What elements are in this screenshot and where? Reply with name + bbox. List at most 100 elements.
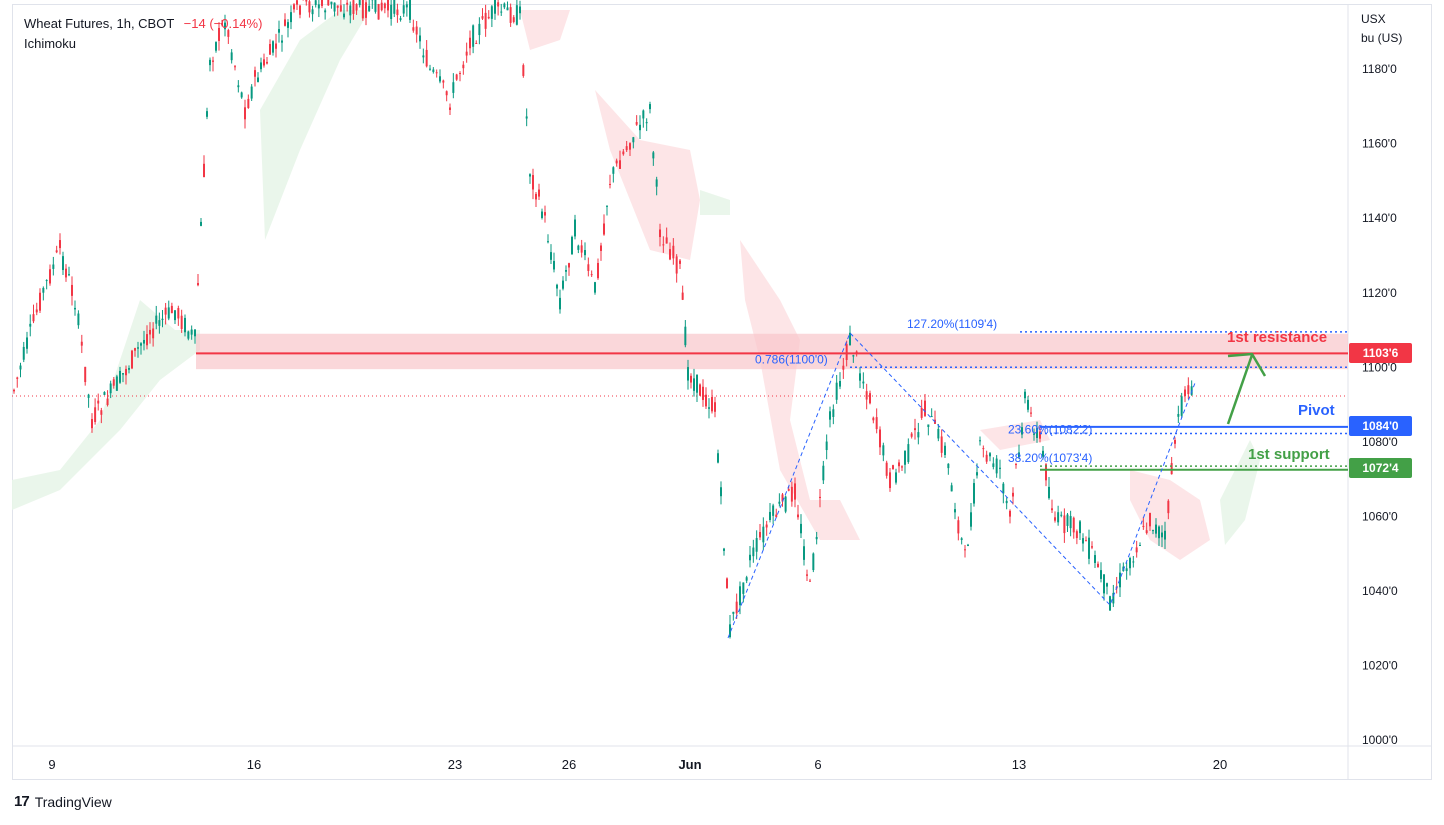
candle-body [995,458,998,474]
candle-body [399,18,402,20]
candle-body [1103,574,1105,594]
candle-body [500,11,503,13]
candle-body [1155,524,1157,534]
price-axis-unit[interactable]: USX bu (US) [1361,10,1402,48]
candle-body [134,348,136,351]
candle-body [425,49,428,67]
candle-body [87,394,90,398]
candle-body [1129,558,1131,569]
candle-body [439,76,441,82]
candle-body [244,107,246,120]
candle-body [13,389,15,392]
candle-body [819,496,821,498]
candle-body [732,611,735,614]
candle-body [832,409,835,417]
candle-body [442,80,445,83]
candle-body [852,355,855,357]
chart-frame[interactable] [12,4,1432,780]
candle-body [1069,516,1072,529]
candle-body [1063,515,1066,534]
candle-body [590,274,593,276]
candle-body [327,0,330,6]
y-tick-label: 1040'0 [1362,584,1398,598]
candle-body [355,4,358,11]
candle-body [1145,530,1148,534]
candle-body [184,317,186,333]
candle-body [765,524,768,528]
candle-body [632,137,635,143]
candle-body [659,229,661,238]
ichimoku-cloud [1130,470,1210,560]
candle-body [597,262,599,279]
candle-body [781,494,784,502]
tradingview-icon: 17 [14,793,30,810]
indicator-name[interactable]: Ichimoku [24,36,77,51]
candle-body [937,428,940,439]
candle-body [206,111,208,117]
candle-body [247,98,250,109]
candle-body [649,104,651,110]
candle-body [197,283,199,286]
candle-body [762,526,765,543]
candle-body [957,520,960,534]
candle-body [800,523,802,534]
ichimoku-cloud [700,190,730,215]
candle-body [775,514,778,518]
candle-body [1054,517,1056,521]
candle-body [865,391,868,400]
symbol-title[interactable]: Wheat Futures, 1h, CBOT [24,16,175,31]
fib-786-label: 0.786(1100'0) [755,352,828,366]
candle-body [693,378,695,391]
candle-body [103,392,106,395]
tradingview-logo[interactable]: 17 TradingView [14,793,112,810]
candle-body [429,68,431,70]
candle-body [882,445,885,456]
candle-body [970,512,972,527]
candle-body [1158,526,1160,539]
candle-body [696,374,698,393]
candle-body [299,5,301,15]
candle-body [723,548,725,551]
x-tick-label: 6 [814,757,821,772]
y-tick-label: 1020'0 [1362,658,1398,672]
candle-body [787,489,790,491]
candle-body [1030,412,1032,414]
candle-body [541,211,543,218]
candle-body [1002,483,1005,494]
candle-body [106,398,109,406]
candle-body [349,5,352,16]
candle-body [161,318,164,321]
candle-body [930,416,933,418]
candle-body [947,463,950,469]
candle-body [1024,391,1026,399]
candle-body [532,175,534,190]
candle-body [1170,463,1173,475]
candle-body [950,485,953,492]
candle-body [1060,514,1063,516]
candle-body [149,329,151,335]
x-tick-label: Jun [678,757,701,772]
candle-body [587,264,590,271]
candle-body [1033,433,1035,435]
candle-body [45,280,48,282]
candle-body [825,441,828,451]
candle-body [895,472,897,483]
candle-body [321,0,323,6]
candle-body [494,0,496,14]
candle-body [711,397,713,412]
candle-body [1167,500,1170,514]
candle-body [115,376,118,391]
candle-body [352,0,355,14]
unit-label: bu (US) [1361,31,1403,45]
candle-body [215,42,217,51]
candle-body [652,152,655,159]
candle-body [152,328,155,339]
candle-body [708,407,710,409]
candle-body [907,444,910,462]
candle-body [606,205,608,207]
x-tick-label: 13 [1012,757,1026,772]
candle-body [128,368,130,370]
candle-body [1051,508,1053,511]
candle-body [967,544,969,546]
